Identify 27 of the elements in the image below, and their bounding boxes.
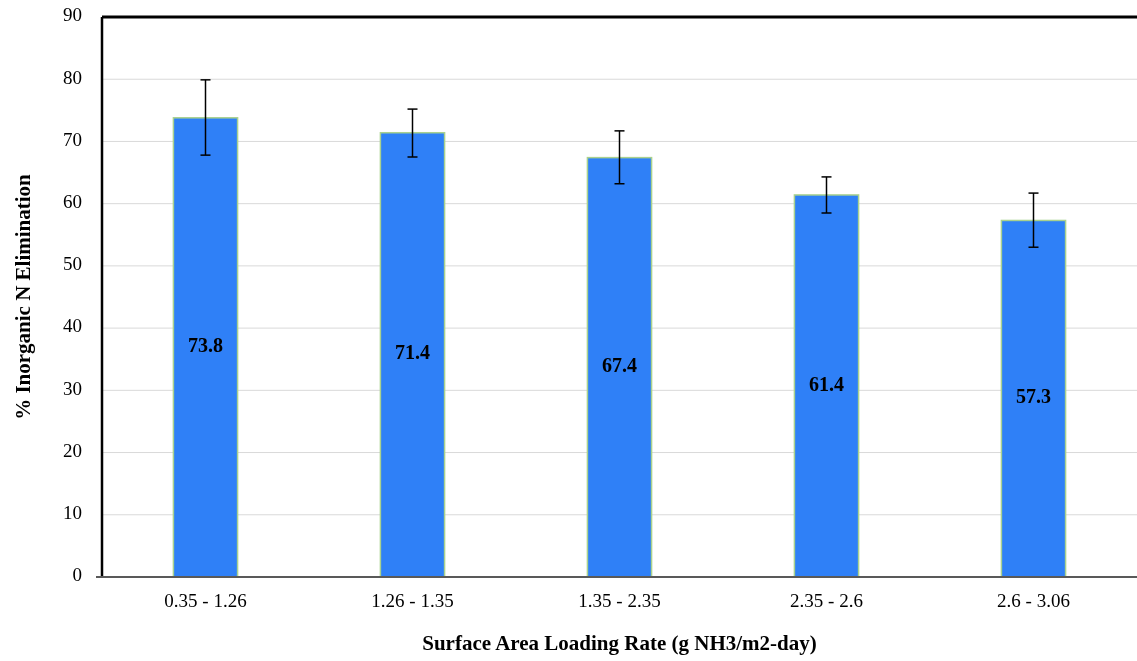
y-axis-title: % Inorganic N Elimination [11, 173, 35, 420]
bar [172, 117, 239, 578]
bar [793, 194, 860, 578]
bar [379, 131, 446, 578]
y-tick-label: 40 [63, 315, 82, 337]
data-label: 71.4 [395, 341, 430, 364]
y-tick-label: 60 [63, 191, 82, 213]
bar [586, 156, 653, 578]
data-label: 67.4 [602, 353, 637, 376]
y-tick-label: 50 [63, 253, 82, 275]
y-tick-label: 70 [63, 128, 82, 150]
y-tick-label: 30 [63, 377, 82, 399]
y-tick-label: 80 [63, 66, 82, 88]
x-tick-label: 0.35 - 1.26 [164, 590, 247, 611]
x-tick-label: 1.35 - 2.35 [578, 590, 661, 611]
y-tick-label: 90 [63, 4, 82, 26]
y-tick-label: 20 [63, 439, 82, 461]
bar [1000, 219, 1067, 578]
data-label: 57.3 [1016, 385, 1051, 408]
y-tick-label: 10 [63, 502, 82, 524]
x-tick-label: 1.26 - 1.35 [371, 590, 454, 611]
x-tick-label: 2.6 - 3.06 [997, 590, 1070, 611]
data-label: 61.4 [809, 372, 844, 395]
y-tick-label: 0 [72, 564, 82, 586]
x-tick-label: 2.35 - 2.6 [790, 590, 863, 611]
x-axis-title: Surface Area Loading Rate (g NH3/m2-day) [422, 631, 817, 655]
data-label: 73.8 [188, 333, 223, 356]
